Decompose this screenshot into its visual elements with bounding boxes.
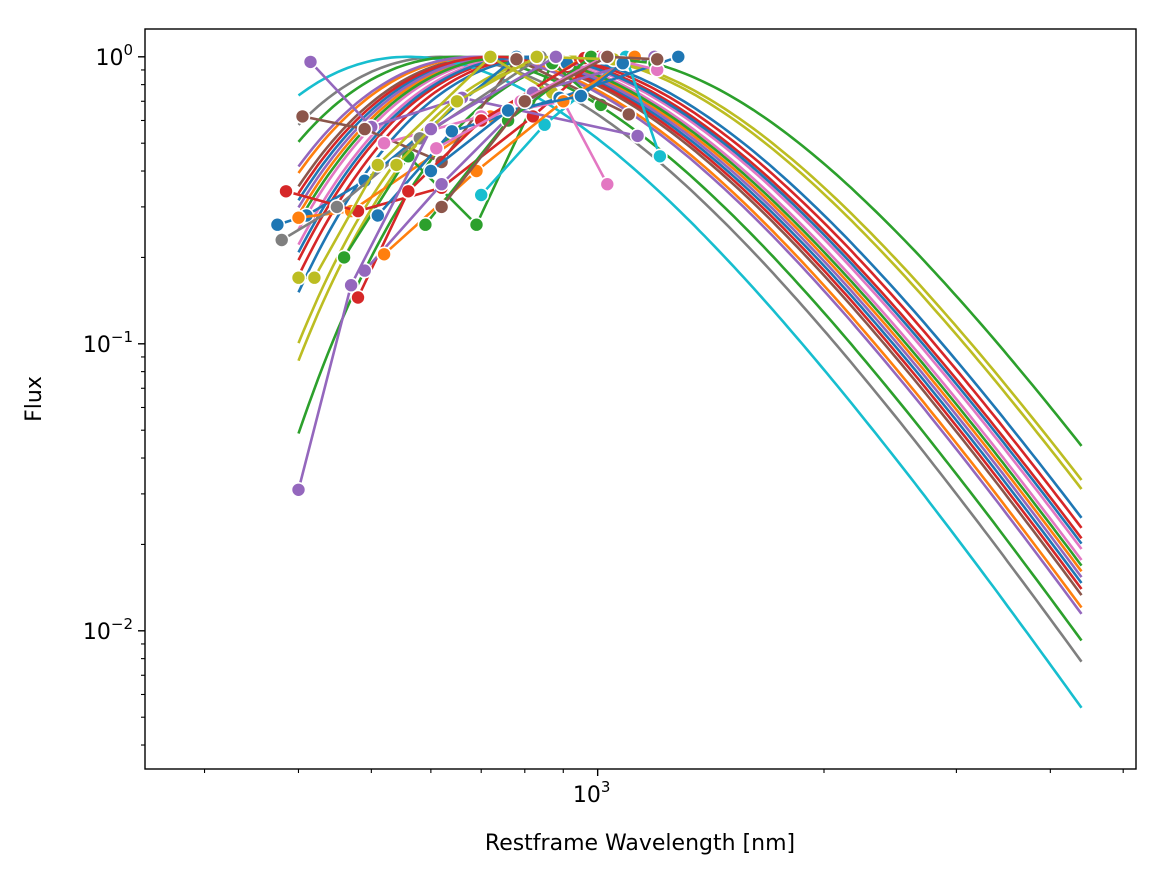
photometry-point <box>306 269 323 286</box>
model-curve-16 <box>297 55 1083 550</box>
photometry-point <box>423 163 439 179</box>
y-axis-label: Flux <box>22 376 47 422</box>
photometry-point <box>369 207 386 224</box>
photometry-point <box>376 246 392 263</box>
photometry-point <box>376 135 392 151</box>
photometry-point <box>482 48 499 65</box>
photometry-line <box>383 55 636 256</box>
photometry-line <box>363 55 655 272</box>
model-curves <box>297 55 1083 709</box>
photometry-point <box>500 102 516 119</box>
photometry-point <box>614 55 631 72</box>
photometry-point <box>433 199 450 215</box>
photometry-point <box>473 187 490 203</box>
model-curve-18 <box>297 55 1083 567</box>
x-axis-label: Restframe Wavelength [nm] <box>485 831 795 856</box>
photometry-point <box>294 108 311 125</box>
model-curve-13 <box>297 55 1083 642</box>
photometry-point <box>423 121 439 137</box>
photometry-line <box>430 62 624 173</box>
photometry-point <box>302 54 319 70</box>
model-curve-5 <box>297 55 1083 578</box>
photometry-series-18 <box>423 55 631 179</box>
photometry-point <box>290 481 307 498</box>
photometry-point <box>400 183 417 200</box>
photometry-point <box>449 93 465 110</box>
photometry-series-5 <box>302 54 646 144</box>
plot-frame <box>144 28 1137 770</box>
photometry-point <box>290 209 307 226</box>
model-curve-19 <box>297 55 1083 545</box>
photometry-point <box>290 269 307 286</box>
photometry-point <box>528 48 545 65</box>
photometry-line <box>435 55 658 150</box>
photometry-line <box>309 61 638 138</box>
photometry-line <box>297 55 557 491</box>
model-curve-3 <box>297 55 1083 447</box>
photometry-point <box>468 216 485 233</box>
model-curve-4 <box>297 55 1083 540</box>
photometry-point <box>417 216 434 233</box>
photometry-point <box>652 148 668 165</box>
model-curve-2 <box>297 55 1083 573</box>
model-curve-1 <box>297 55 1083 584</box>
photometry-point <box>670 48 687 65</box>
photometry-line <box>440 55 658 208</box>
model-curve-12 <box>297 55 1083 609</box>
photometry-point <box>329 199 345 215</box>
photometry-point <box>433 176 450 192</box>
y-tick-label: 10−1 <box>83 328 133 358</box>
model-curve-14 <box>297 55 1083 529</box>
photometry-point <box>336 249 352 266</box>
photometry-point <box>369 157 386 173</box>
photometry-point <box>428 140 445 157</box>
photometry-point <box>629 128 646 144</box>
model-curve-7 <box>297 55 1083 561</box>
model-curve-6 <box>297 55 1083 596</box>
photometry-point <box>620 106 637 123</box>
photometry-point <box>516 93 533 110</box>
photometry-point <box>356 121 373 137</box>
photometry-series-20 <box>290 48 564 498</box>
photometry-point <box>508 51 525 68</box>
model-curve-15 <box>297 55 1083 615</box>
photometry-point <box>269 216 286 233</box>
photometry-point <box>599 176 616 192</box>
model-curve-11 <box>297 55 1083 519</box>
photometry-series <box>269 48 687 498</box>
photometry-point <box>388 157 405 173</box>
model-curve-20 <box>297 55 1083 590</box>
photometry-series-9 <box>290 48 561 286</box>
photometry-point <box>573 88 589 104</box>
photometry-point <box>273 232 290 248</box>
photometry-point <box>350 289 366 306</box>
photometry-point <box>599 48 616 65</box>
photometry-series-19 <box>433 48 666 215</box>
photometry-point <box>548 48 564 65</box>
photometry-point <box>649 51 666 68</box>
photometry-point <box>343 277 359 294</box>
photometry-point <box>278 183 294 200</box>
